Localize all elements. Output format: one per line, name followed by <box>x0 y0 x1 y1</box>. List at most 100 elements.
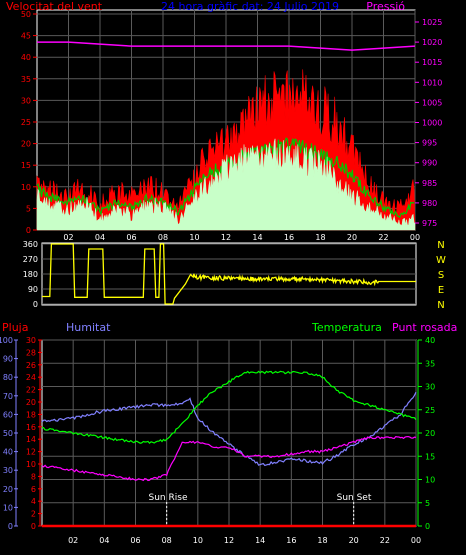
rain-tick-label: 2 <box>31 510 36 519</box>
temperature-tick-label: 10 <box>425 476 435 485</box>
pressure-tick-label: 1020 <box>422 38 442 47</box>
compass-label: W <box>436 255 446 266</box>
rain-axis-title: Pluja <box>2 321 28 334</box>
humidity-tick-label: 0 <box>8 522 13 531</box>
pressure-tick-label: 1015 <box>422 58 442 67</box>
humidity-tick-label: 100 <box>0 336 13 345</box>
rain-tick-label: 16 <box>26 423 36 432</box>
rain-tick-label: 14 <box>26 435 36 444</box>
wind-tick-label: 45 <box>21 32 31 41</box>
compass-label: N <box>437 300 444 311</box>
pressure-tick-label: 980 <box>422 199 437 208</box>
temperature-tick-label: 30 <box>425 383 435 392</box>
direction-tick-label: 270 <box>23 255 38 264</box>
rain-tick-label: 22 <box>26 386 36 395</box>
wind-tick-label: 5 <box>26 204 31 213</box>
pressure-axis-title: Pressió <box>366 0 405 13</box>
temperature-tick-label: 20 <box>425 429 435 438</box>
wind-marks <box>36 41 416 231</box>
pressure-tick-label: 995 <box>422 139 437 148</box>
rain-tick-label: 12 <box>26 448 36 457</box>
rain-tick-label: 30 <box>26 336 36 345</box>
climate-x-tick-label: 02 <box>68 536 78 545</box>
rain-tick-label: 10 <box>26 460 36 469</box>
climate-x-tick-label: 22 <box>380 536 390 545</box>
wind-x-tick-label: 08 <box>158 233 168 242</box>
wind-tick-label: 50 <box>21 10 31 19</box>
wind-x-tick-label: 04 <box>95 233 105 242</box>
dewpoint-line <box>41 435 417 482</box>
temperature-tick-label: 25 <box>425 406 435 415</box>
wind-tick-label: 15 <box>21 161 31 170</box>
pressure-line <box>37 41 416 51</box>
wind-panel: 0510152025303540455097598098599099510001… <box>6 0 442 242</box>
pressure-tick-label: 975 <box>422 219 437 228</box>
wind-x-tick-label: 00 <box>410 233 420 242</box>
pressure-tick-label: 985 <box>422 179 437 188</box>
temperature-tick-label: 35 <box>425 359 435 368</box>
humidity-tick-label: 60 <box>3 410 13 419</box>
wind-x-tick-label: 22 <box>378 233 388 242</box>
climate-x-tick-label: 18 <box>317 536 327 545</box>
wind-x-tick-label: 02 <box>63 233 73 242</box>
temperature-tick-label: 40 <box>425 336 435 345</box>
climate-marks <box>41 370 417 528</box>
wind-series-area <box>36 138 416 231</box>
climate-x-tick-label: 00 <box>411 536 421 545</box>
temperature-line <box>41 370 417 445</box>
rain-tick-label: 26 <box>26 361 36 370</box>
direction-tick-label: 360 <box>23 240 38 249</box>
wind-axis-title: Velocitat del vent <box>6 0 103 13</box>
wind-tick-label: 25 <box>21 118 31 127</box>
climate-panel: 0102030405060708090100024681012141618202… <box>0 321 457 545</box>
wind-x-tick-label: 10 <box>189 233 199 242</box>
humidity-tick-label: 70 <box>3 392 13 401</box>
rain-tick-label: 24 <box>26 373 36 382</box>
direction-line <box>42 243 416 305</box>
compass-label: S <box>438 270 444 281</box>
wind-tick-label: 10 <box>21 183 31 192</box>
pressure-tick-label: 1000 <box>422 119 442 128</box>
compass-label: E <box>438 285 444 296</box>
pressure-tick-label: 1025 <box>422 18 442 27</box>
climate-x-tick-label: 10 <box>193 536 203 545</box>
rain-tick-label: 20 <box>26 398 36 407</box>
wind-tick-label: 20 <box>21 140 31 149</box>
humidity-tick-label: 90 <box>3 355 13 364</box>
sunrise-label: Sun Rise <box>149 493 188 503</box>
humidity-tick-label: 50 <box>3 429 13 438</box>
rain-tick-label: 4 <box>31 497 36 506</box>
wind-x-tick-label: 20 <box>347 233 357 242</box>
rain-tick-label: 8 <box>31 472 36 481</box>
pressure-tick-label: 1005 <box>422 98 442 107</box>
temperature-tick-label: 0 <box>425 522 430 531</box>
climate-x-tick-label: 08 <box>162 536 172 545</box>
climate-x-tick-label: 16 <box>286 536 296 545</box>
humidity-tick-label: 40 <box>3 448 13 457</box>
climate-x-tick-label: 14 <box>255 536 265 545</box>
temperature-tick-label: 15 <box>425 452 435 461</box>
rain-tick-label: 18 <box>26 410 36 419</box>
wind-x-tick-label: 06 <box>126 233 136 242</box>
climate-x-tick-label: 04 <box>99 536 109 545</box>
rain-tick-label: 0 <box>31 522 36 531</box>
wind-axes: 0510152025303540455097598098599099510001… <box>21 10 443 242</box>
wind-x-tick-label: 12 <box>221 233 231 242</box>
humidity-tick-label: 80 <box>3 373 13 382</box>
sunset-label: Sun Set <box>337 493 372 503</box>
humidity-line <box>41 391 417 467</box>
humidity-axis-title: Humitat <box>66 321 111 334</box>
direction-tick-label: 180 <box>23 270 38 279</box>
wind-x-tick-label: 16 <box>284 233 294 242</box>
pressure-tick-label: 990 <box>422 159 437 168</box>
humidity-tick-label: 10 <box>3 503 13 512</box>
wind-tick-label: 0 <box>26 226 31 235</box>
climate-axes: 0102030405060708090100024681012141618202… <box>0 336 435 545</box>
pressure-tick-label: 1010 <box>422 78 442 87</box>
chart-title: 24 hora gràfic dat: 24 Julio 2019 <box>161 0 339 13</box>
temperature-tick-label: 5 <box>425 499 430 508</box>
rain-tick-label: 28 <box>26 348 36 357</box>
